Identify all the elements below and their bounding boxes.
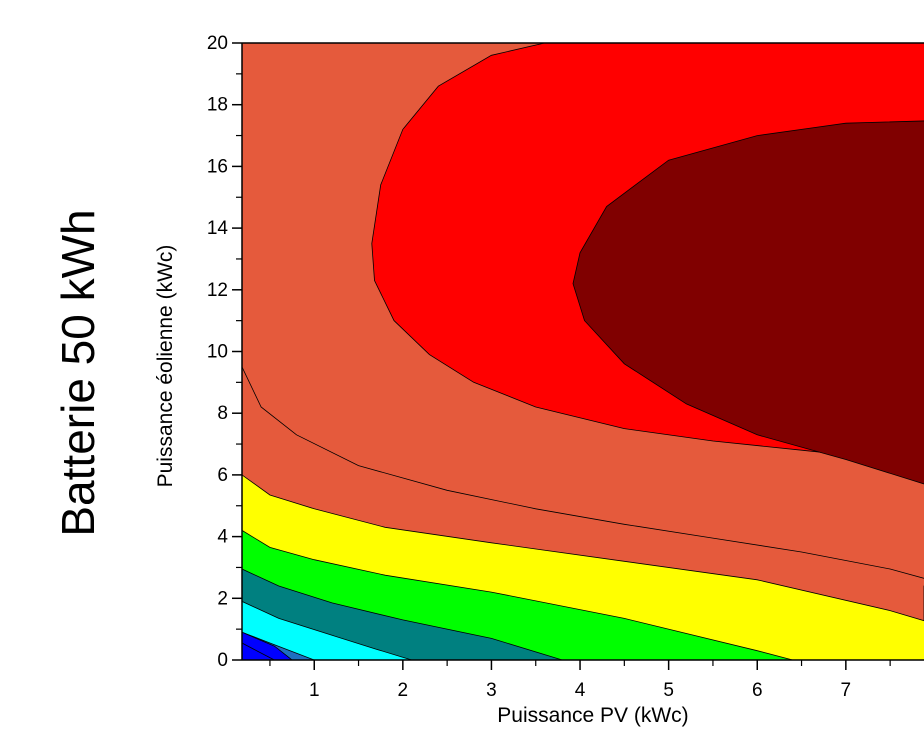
- x-tick-label: 3: [486, 680, 497, 701]
- y-tick-label: 8: [217, 403, 228, 424]
- y-tick-label: 18: [207, 95, 228, 116]
- y-tick-label: 0: [217, 650, 228, 671]
- y-tick-label: 20: [207, 33, 228, 54]
- x-tick-label: 6: [752, 680, 763, 701]
- contour-band-2: [242, 600, 412, 660]
- x-tick-label: 4: [575, 680, 586, 701]
- contour-fills: [242, 43, 924, 660]
- contour-band-8: [572, 120, 924, 485]
- y-tick-label: 2: [217, 588, 228, 609]
- y-tick-label: 14: [207, 218, 229, 239]
- x-tick-label: 2: [398, 680, 409, 701]
- y-tick-label: 16: [207, 156, 228, 177]
- y-tick-label: 12: [207, 280, 228, 301]
- x-tick-label: 7: [841, 680, 852, 701]
- y-tick-label: 4: [217, 527, 228, 548]
- y-axis-title: Puissance éolienne (kWc): [154, 245, 177, 488]
- x-axis-title: Puissance PV (kWc): [497, 704, 688, 727]
- x-tick-label: 5: [663, 680, 674, 701]
- x-tick-label: 1: [309, 680, 320, 701]
- y-tick-label: 10: [207, 342, 228, 363]
- contour-band-core: [242, 642, 275, 660]
- y-tick-label: 6: [217, 465, 228, 486]
